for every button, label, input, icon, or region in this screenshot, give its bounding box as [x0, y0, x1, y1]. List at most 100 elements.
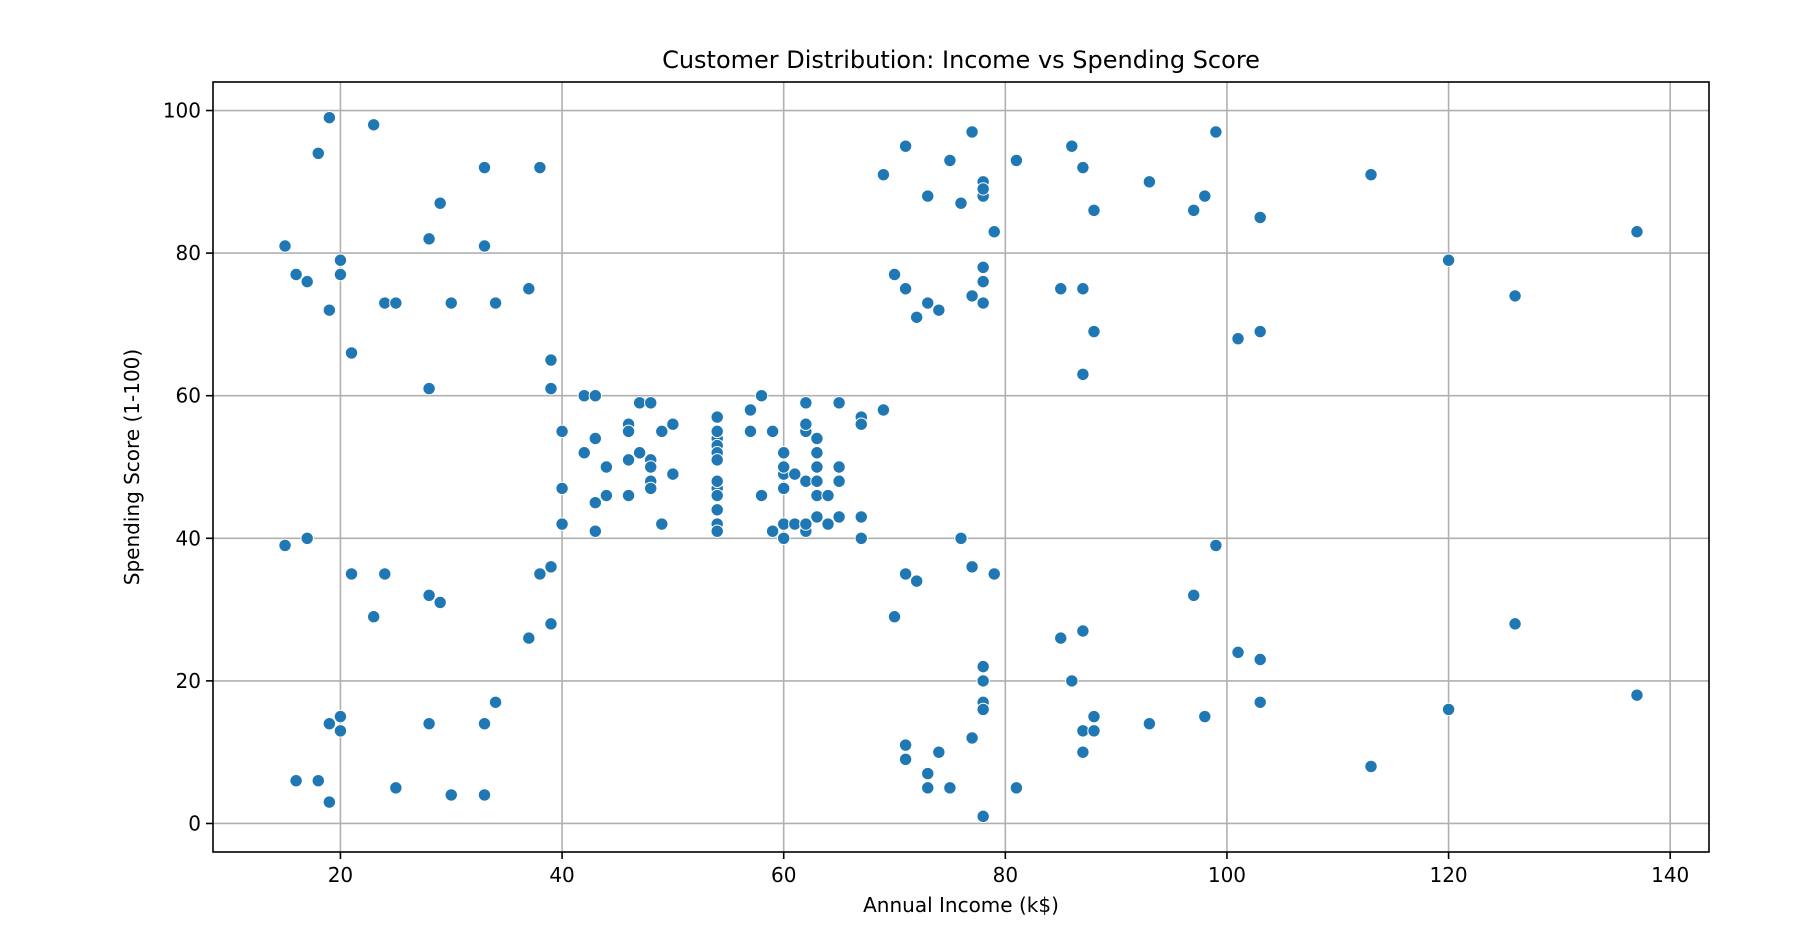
data-point — [821, 488, 835, 503]
data-point — [621, 488, 636, 503]
data-point — [366, 610, 381, 624]
data-point — [333, 709, 348, 724]
data-point — [488, 296, 503, 310]
data-point — [477, 239, 492, 253]
data-point — [832, 396, 846, 410]
data-point — [776, 531, 791, 545]
data-point — [810, 460, 824, 474]
data-point — [322, 716, 337, 731]
data-point — [632, 446, 647, 460]
data-point — [954, 196, 968, 210]
data-point — [1630, 225, 1644, 239]
data-point — [1441, 702, 1456, 717]
data-point — [444, 296, 458, 310]
data-point — [932, 745, 946, 759]
data-points — [278, 110, 1644, 824]
data-point — [799, 396, 813, 410]
data-point — [1087, 724, 1101, 738]
data-point — [389, 296, 403, 310]
data-point — [943, 781, 957, 795]
data-point — [810, 446, 824, 460]
data-point — [965, 560, 979, 574]
data-point — [621, 424, 636, 439]
data-point — [1253, 652, 1267, 667]
y-tick-label: 0 — [188, 811, 201, 835]
data-point — [921, 766, 935, 781]
data-point — [444, 788, 458, 802]
data-point — [710, 453, 724, 467]
data-point — [1231, 645, 1245, 660]
data-point — [1009, 781, 1024, 795]
data-point — [1076, 745, 1090, 759]
data-point — [876, 403, 891, 417]
data-point — [344, 567, 359, 581]
data-point — [588, 389, 603, 403]
data-point — [810, 474, 824, 488]
data-point — [422, 381, 436, 396]
data-point — [976, 274, 990, 289]
data-point — [832, 474, 846, 488]
data-point — [976, 674, 990, 688]
data-point — [776, 460, 791, 474]
data-point — [943, 153, 957, 168]
data-point — [666, 417, 680, 431]
data-point — [599, 460, 614, 474]
data-point — [477, 716, 492, 731]
data-point — [776, 517, 791, 531]
data-point — [898, 282, 913, 296]
data-point — [954, 531, 968, 545]
data-point — [488, 695, 503, 709]
data-point — [344, 346, 359, 360]
data-point — [644, 460, 658, 474]
y-tick-label: 20 — [176, 669, 201, 693]
y-tick-label: 80 — [176, 241, 201, 265]
data-point — [322, 110, 337, 125]
plot-frame — [212, 81, 1710, 853]
data-point — [433, 196, 447, 210]
data-point — [832, 460, 846, 474]
data-point — [1087, 709, 1101, 724]
x-tick-label: 80 — [993, 863, 1018, 887]
data-point — [1364, 167, 1378, 182]
data-point — [422, 588, 436, 603]
data-point — [644, 481, 658, 496]
data-point — [289, 774, 303, 788]
data-point — [588, 431, 603, 446]
data-point — [1076, 282, 1090, 296]
data-point — [776, 446, 791, 460]
data-point — [544, 617, 558, 631]
x-tick-label: 20 — [328, 863, 353, 887]
data-point — [322, 795, 337, 809]
data-point — [1009, 153, 1024, 168]
data-point — [1076, 724, 1090, 738]
data-point — [1198, 709, 1212, 724]
data-point — [422, 232, 436, 246]
data-point — [333, 724, 348, 738]
data-point — [389, 781, 403, 795]
x-tick-label: 140 — [1651, 863, 1689, 887]
data-point — [810, 431, 824, 446]
data-point — [666, 467, 680, 481]
data-point — [1253, 695, 1267, 709]
data-point — [743, 403, 758, 417]
data-point — [1187, 203, 1201, 218]
data-point — [1076, 160, 1090, 175]
data-point — [555, 481, 569, 496]
data-point — [422, 716, 436, 731]
data-point — [311, 146, 325, 160]
data-point — [710, 524, 724, 538]
data-point — [1054, 282, 1068, 296]
data-point — [909, 310, 924, 324]
data-point — [976, 809, 990, 824]
x-axis-label: Annual Income (k$) — [863, 893, 1059, 917]
data-point — [776, 481, 791, 496]
data-point — [1198, 189, 1212, 203]
data-point — [322, 303, 337, 317]
data-point — [378, 567, 392, 581]
data-point — [854, 417, 868, 431]
x-tick-label: 40 — [549, 863, 574, 887]
data-point — [1054, 631, 1068, 645]
data-point — [577, 389, 591, 403]
data-point — [1209, 125, 1223, 139]
data-point — [278, 538, 292, 553]
